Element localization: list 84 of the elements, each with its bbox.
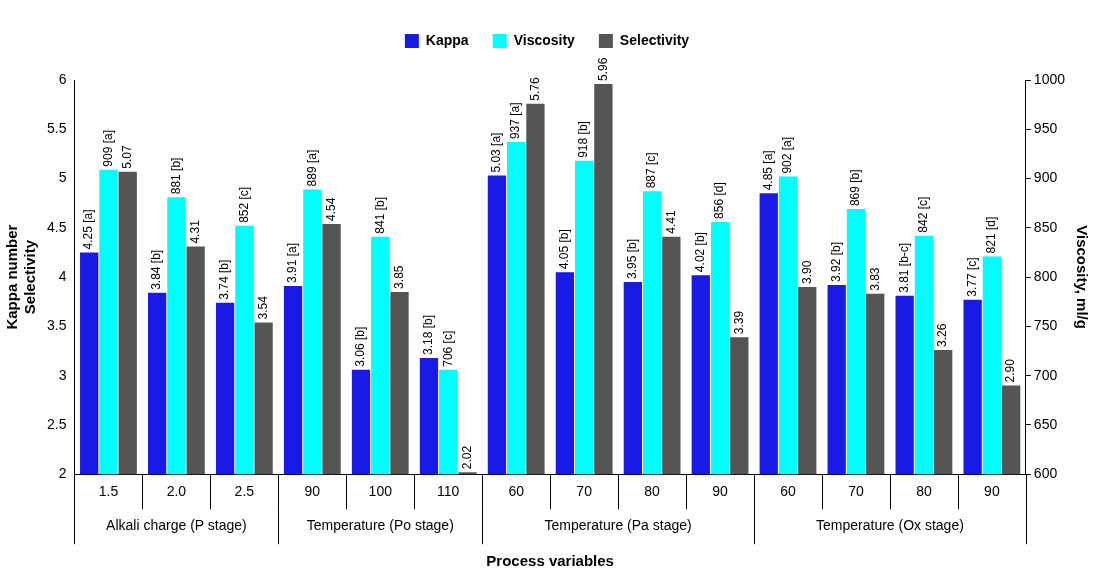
data-label: 909 [a] bbox=[100, 129, 115, 167]
data-label: 3.90 bbox=[799, 260, 814, 284]
x-tick-label: 1.5 bbox=[98, 483, 119, 500]
data-label: 918 [b] bbox=[576, 121, 591, 158]
data-label: 842 [c] bbox=[916, 196, 931, 233]
y-axis-title: Kappa number Selectivity bbox=[3, 224, 39, 330]
x-tick-label: 60 bbox=[508, 483, 525, 500]
data-label: 881 [b] bbox=[168, 157, 183, 195]
x-tick-label: 70 bbox=[576, 483, 593, 500]
data-label: 3.85 bbox=[391, 265, 406, 289]
y-tick-label: 2.5 bbox=[46, 415, 67, 432]
y-tick-label: 2 bbox=[58, 465, 67, 482]
legend-label: Viscosity bbox=[513, 31, 576, 48]
data-label: 3.74 [b] bbox=[217, 259, 232, 300]
data-label: 821 [d] bbox=[984, 216, 999, 254]
y2-tick-label: 950 bbox=[1033, 120, 1058, 137]
data-label: 4.54 bbox=[323, 197, 338, 221]
x-tick-label: 110 bbox=[437, 483, 460, 500]
x-tick-label: 90 bbox=[984, 483, 1000, 500]
text: Alkali charge (P stage) bbox=[106, 517, 247, 534]
data-label: 937 [a] bbox=[508, 102, 523, 140]
x-tick-label: 60 bbox=[780, 483, 796, 500]
y-tick-label: 3.5 bbox=[46, 317, 67, 334]
y2-axis-title: Viscosity, ml/g bbox=[1073, 225, 1091, 329]
data-label: 3.81 [b-c] bbox=[896, 242, 911, 293]
y-tick-label: 4.5 bbox=[46, 218, 67, 235]
y-tick-label: 4 bbox=[58, 267, 67, 284]
x-tick-label: 70 bbox=[848, 483, 864, 500]
data-label: 4.85 [a] bbox=[761, 150, 776, 191]
data-label: 706 [c] bbox=[440, 330, 455, 367]
text: Temperature (Po stage) bbox=[306, 517, 454, 534]
data-label: 4.02 [b] bbox=[693, 232, 708, 273]
data-label: 4.05 [b] bbox=[557, 229, 572, 270]
x-tick-label: 80 bbox=[916, 483, 932, 500]
data-label: 2.90 bbox=[1003, 358, 1018, 383]
data-label: 5.76 bbox=[527, 76, 542, 101]
y-tick-label: 5 bbox=[58, 169, 67, 186]
data-label: 869 [b] bbox=[848, 169, 863, 207]
y2-tick-label: 700 bbox=[1033, 366, 1058, 383]
y-tick-label: 3 bbox=[58, 366, 67, 383]
data-label: 5.07 bbox=[120, 144, 135, 169]
y2-tick-label: 1000 bbox=[1033, 70, 1066, 87]
data-label: 3.39 bbox=[731, 310, 746, 335]
data-label: 856 [d] bbox=[712, 182, 727, 219]
data-label: 3.54 bbox=[255, 295, 270, 320]
data-label: 841 [b] bbox=[372, 196, 387, 234]
y2-tick-label: 850 bbox=[1033, 218, 1058, 235]
x-tick-label: 2.5 bbox=[234, 483, 255, 500]
text: Temperature (Pa stage) bbox=[544, 517, 692, 534]
legend-label: Selectivity bbox=[619, 31, 690, 48]
data-label: 2.02 bbox=[459, 445, 474, 470]
data-label: 3.95 [b] bbox=[625, 239, 640, 280]
y2-tick-label: 650 bbox=[1033, 415, 1058, 432]
data-label: 852 [c] bbox=[236, 186, 251, 223]
y2-tick-label: 900 bbox=[1033, 169, 1058, 186]
data-label: 3.26 bbox=[935, 323, 950, 348]
data-label: 5.03 [a] bbox=[489, 132, 504, 173]
y2-tick-label: 800 bbox=[1033, 267, 1058, 284]
y-tick-label: 5.5 bbox=[46, 120, 67, 137]
text: Temperature (Ox stage) bbox=[816, 517, 964, 534]
data-label: 3.83 bbox=[867, 267, 882, 291]
data-label: 889 [a] bbox=[304, 149, 319, 187]
y-tick-label: 6 bbox=[58, 70, 67, 87]
data-label: 4.41 bbox=[663, 210, 678, 234]
data-label: 3.91 [a] bbox=[285, 242, 300, 283]
data-label: 3.84 [b] bbox=[149, 249, 164, 290]
data-label: 3.92 [b] bbox=[829, 241, 844, 282]
x-tick-label: 90 bbox=[712, 483, 729, 500]
data-label: 887 [c] bbox=[644, 152, 659, 189]
data-label: 902 [a] bbox=[780, 136, 795, 174]
data-label: 3.06 [b] bbox=[353, 326, 368, 367]
x-tick-label: 80 bbox=[644, 483, 661, 500]
x-tick-label: 90 bbox=[304, 483, 321, 500]
data-label: 4.25 [a] bbox=[81, 209, 96, 250]
data-label: 5.96 bbox=[595, 57, 610, 81]
x-tick-label: 2.0 bbox=[166, 483, 187, 500]
legend-label: Kappa bbox=[425, 31, 469, 48]
data-label: 4.31 bbox=[187, 219, 202, 244]
y2-tick-label: 750 bbox=[1033, 317, 1058, 334]
data-label: 3.18 [b] bbox=[421, 314, 436, 355]
x-tick-label: 100 bbox=[368, 483, 393, 500]
y2-tick-label: 600 bbox=[1033, 465, 1058, 482]
x-axis-title: Process variables bbox=[486, 552, 614, 570]
data-label: 3.77 [c] bbox=[964, 257, 979, 297]
